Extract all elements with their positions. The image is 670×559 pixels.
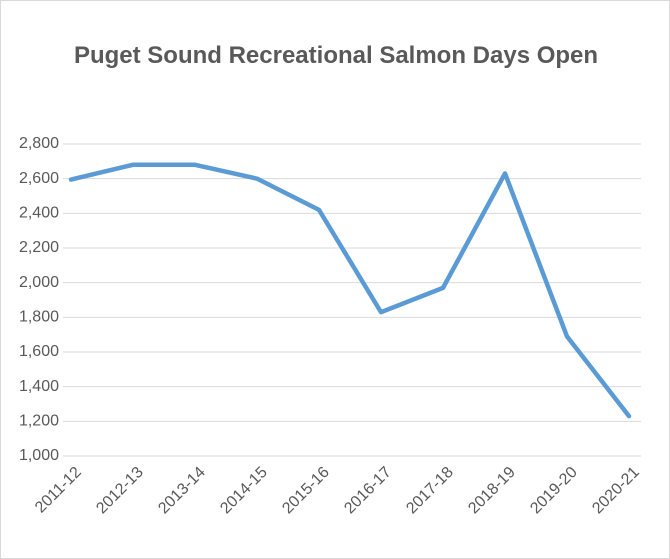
y-tick-label: 2,600 (19, 170, 59, 187)
y-tick-label: 1,800 (19, 309, 59, 326)
x-tick-label: 2017-18 (403, 464, 457, 518)
x-tick-label: 2015-16 (279, 464, 333, 518)
data-line (68, 162, 632, 419)
x-tick-label: 2014-15 (217, 464, 271, 518)
x-tick-label: 2020-21 (589, 464, 643, 518)
y-tick-label: 1,000 (19, 447, 59, 464)
x-tick-label: 2012-13 (93, 464, 147, 518)
x-tick-label: 2011-12 (32, 464, 85, 517)
y-tick-label: 2,400 (19, 205, 59, 222)
y-tick-label: 1,400 (19, 378, 59, 395)
x-tick-label: 2018-19 (465, 464, 519, 518)
y-tick-label: 1,200 (19, 413, 59, 430)
x-tick-label: 2019-20 (527, 464, 581, 518)
x-tick-label: 2013-14 (155, 464, 209, 518)
x-tick-label: 2016-17 (341, 464, 395, 518)
y-tick-label: 1,600 (19, 343, 59, 360)
y-tick-label: 2,000 (19, 274, 59, 291)
y-tick-label: 2,800 (19, 135, 59, 152)
chart-title: Puget Sound Recreational Salmon Days Ope… (73, 42, 599, 69)
y-tick-label: 2,200 (19, 239, 59, 256)
